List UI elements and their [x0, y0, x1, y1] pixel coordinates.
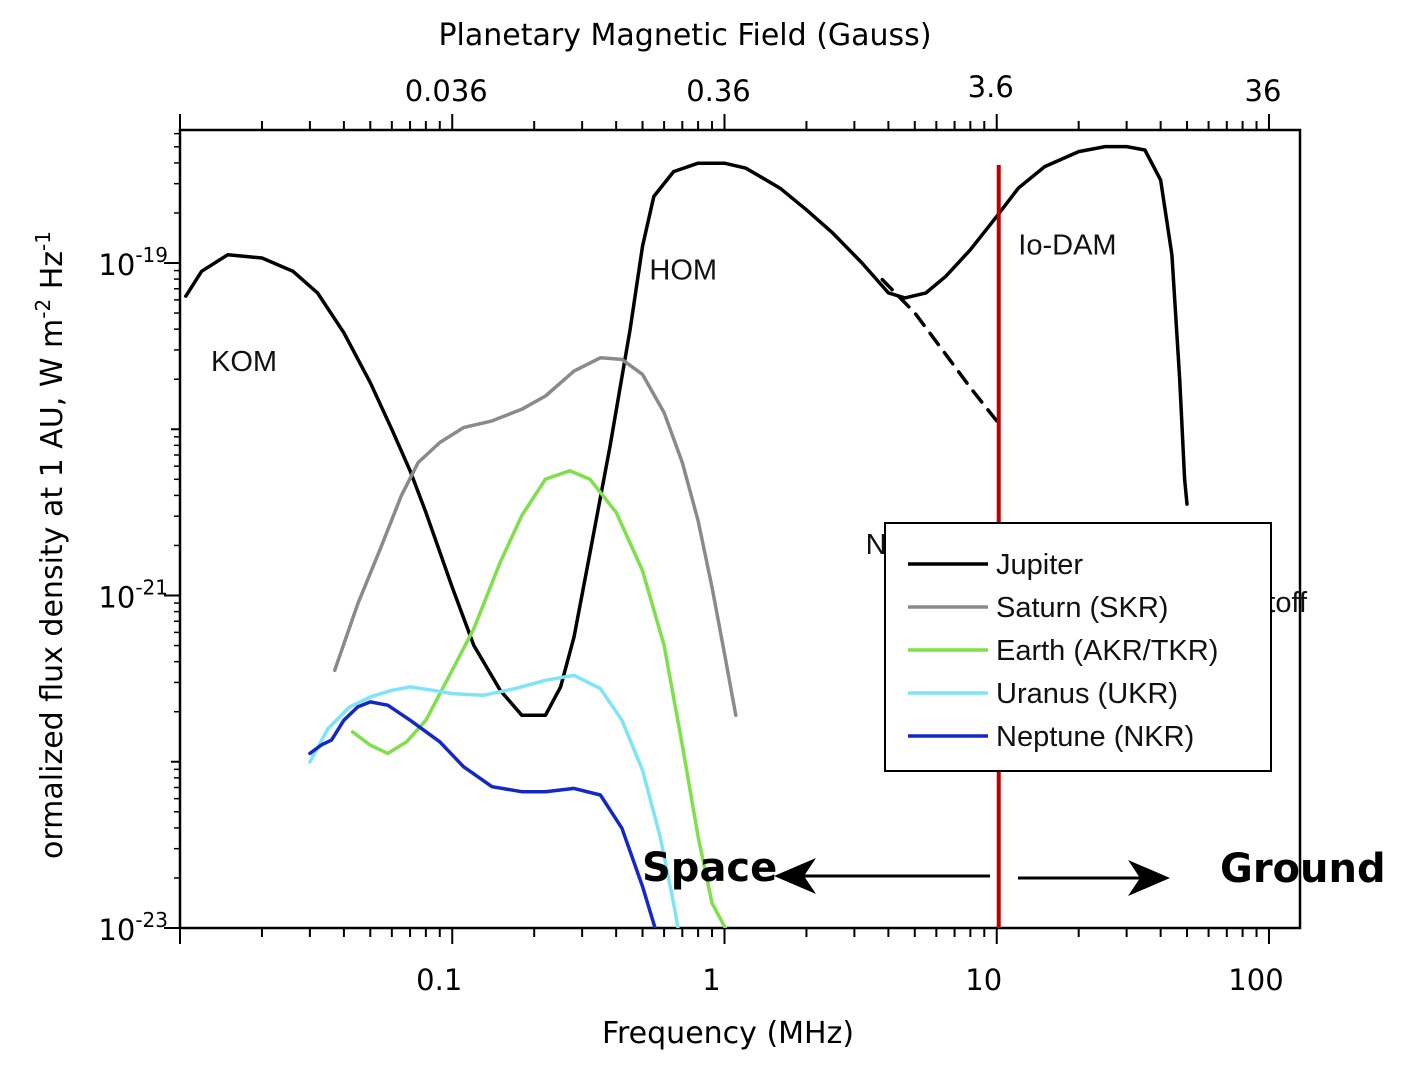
annotation-label: KOM: [211, 346, 277, 378]
ground-label: Ground: [1220, 846, 1386, 892]
space-label: Space: [642, 845, 777, 891]
plot-frame: [178, 128, 1302, 930]
labels-layer: 0.1 1 10 100 0.036 0.36 3.6 36 10-19 10-21 10-23: [98, 70, 1283, 997]
annotation-label: HOM: [649, 255, 717, 287]
x-tick-label: 100: [1228, 963, 1283, 997]
legend: Jupiter Saturn (SKR) Earth (AKR/TKR) Uranus…: [884, 522, 1272, 772]
y-tick-label: 10-23: [98, 908, 168, 947]
series-line-uranus: [308, 673, 680, 928]
series-line-non-io-dam: [880, 277, 999, 423]
y-axis-title: ormalized flux density at 1 AU, W m-2 Hz…: [31, 231, 70, 859]
top-tick-label: 36: [1245, 74, 1282, 108]
legend-label: Uranus (UKR): [996, 678, 1178, 710]
ticks-layer: [164, 114, 1270, 944]
top-tick-label: 3.6: [968, 70, 1014, 104]
series-line-jupiter: [184, 144, 1189, 717]
annotation-label: Io-DAM: [1018, 230, 1116, 262]
y-tick-label: 10-19: [98, 243, 168, 282]
series-line-neptune: [308, 700, 657, 928]
series-line-earth: [350, 469, 728, 928]
legend-label: Neptune (NKR): [996, 721, 1194, 753]
legend-label: Jupiter: [996, 549, 1083, 581]
series-layer: [184, 144, 1189, 928]
legend-label: Saturn (SKR): [996, 592, 1168, 624]
top-tick-label: 0.36: [686, 74, 751, 108]
y-tick-label: 10-21: [98, 576, 168, 615]
x-tick-label: 10: [965, 963, 1002, 997]
x-tick-label: 0.1: [416, 963, 462, 997]
x-axis-title: Frequency (MHz): [602, 1016, 854, 1051]
x-tick-label: 1: [702, 963, 720, 997]
top-axis-title: Planetary Magnetic Field (Gauss): [438, 18, 931, 53]
series-line-saturn: [332, 356, 738, 717]
top-tick-label: 0.036: [405, 74, 488, 108]
legend-label: Earth (AKR/TKR): [996, 635, 1218, 667]
